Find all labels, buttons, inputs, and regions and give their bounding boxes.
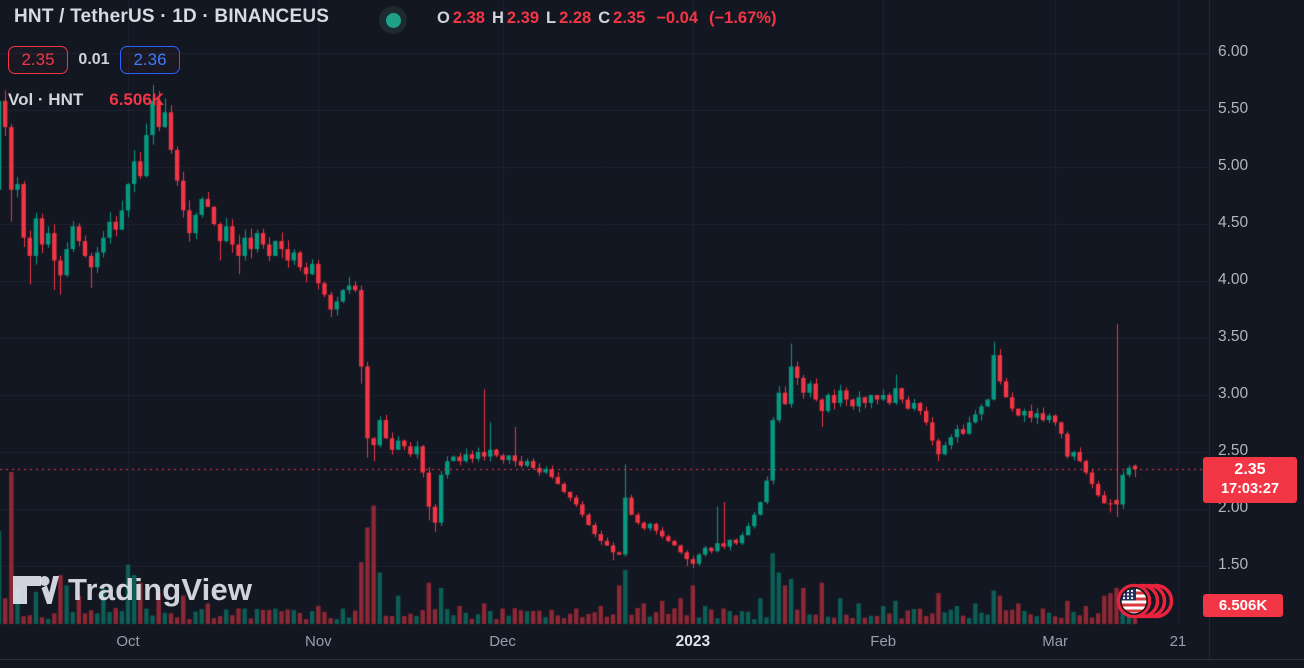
- ask-price-button[interactable]: 2.36: [120, 46, 180, 74]
- volume-indicator-value: 6.506K: [109, 90, 165, 109]
- price-tick-label: 4.00: [1218, 271, 1249, 288]
- last-price-label: 2.35 17:03:27: [1203, 457, 1297, 503]
- tradingview-logo-icon: [13, 576, 59, 604]
- low-label: L: [546, 9, 557, 27]
- volume-indicator-row: Vol · HNT 6.506K: [8, 90, 164, 110]
- time-tick-label: Nov: [304, 633, 332, 650]
- us-flag-events-icon[interactable]: [1106, 580, 1178, 627]
- time-tick-label: Oct: [116, 633, 140, 650]
- high-label: H: [491, 9, 504, 27]
- price-tick-label: 3.50: [1218, 328, 1249, 345]
- ohlc-readout: O 2.38 H 2.39 L 2.28 C 2.35 −0.04 (−1.67…: [437, 9, 776, 28]
- price-tick-label: 1.50: [1218, 556, 1249, 573]
- price-tick-label: 6.00: [1218, 43, 1249, 60]
- bottom-border: [0, 659, 1304, 660]
- time-tick-label: 21: [1169, 633, 1187, 650]
- low-value: 2.28: [559, 9, 592, 27]
- price-axis-separator: [1209, 0, 1210, 660]
- time-tick-label: Feb: [870, 633, 897, 650]
- time-tick-label: Mar: [1042, 633, 1069, 650]
- symbol-title[interactable]: HNT / TetherUS · 1D · BINANCEUS: [14, 6, 330, 27]
- price-tick-label: 2.00: [1218, 499, 1249, 516]
- time-tick-label: 2023: [675, 633, 711, 650]
- market-status-button[interactable]: [379, 6, 407, 34]
- close-value: 2.35: [613, 9, 646, 27]
- volume-indicator-label[interactable]: Vol · HNT: [8, 90, 84, 109]
- price-tick-label: 5.50: [1218, 100, 1249, 117]
- change-value: −0.04: [656, 9, 699, 27]
- price-axis[interactable]: 6.50 6.00 5.50 5.00 4.50 4.00 3.50 3.00 2.50 2.00…: [1210, 0, 1304, 660]
- price-tick-label: 5.00: [1218, 157, 1249, 174]
- tradingview-logo-text: TradingView: [68, 572, 253, 607]
- quote-row: 2.35 0.01 2.36: [8, 46, 180, 74]
- price-tick-label: 2.50: [1218, 442, 1249, 459]
- bar-countdown: 17:03:27: [1220, 481, 1280, 497]
- time-tick-label: Dec: [489, 633, 516, 650]
- high-value: 2.39: [506, 9, 540, 27]
- spread-value: 0.01: [78, 51, 110, 68]
- change-percent: (−1.67%): [709, 9, 777, 27]
- volume-axis-label: 6.506K: [1203, 594, 1283, 617]
- price-tick-label: 6.50: [1218, 0, 1248, 4]
- time-axis[interactable]: Oct Nov Dec 2023 Feb Mar 21: [0, 624, 1304, 660]
- open-label: O: [437, 9, 450, 27]
- close-label: C: [598, 9, 611, 27]
- bid-price-button[interactable]: 2.35: [8, 46, 68, 74]
- open-value: 2.38: [452, 9, 485, 27]
- market-status-dot-icon: [385, 12, 401, 28]
- price-tick-label: 4.50: [1218, 214, 1249, 231]
- price-tick-label: 3.00: [1218, 385, 1249, 402]
- tradingview-logo[interactable]: TradingView: [13, 572, 252, 608]
- last-price-value: 2.35: [1234, 461, 1266, 478]
